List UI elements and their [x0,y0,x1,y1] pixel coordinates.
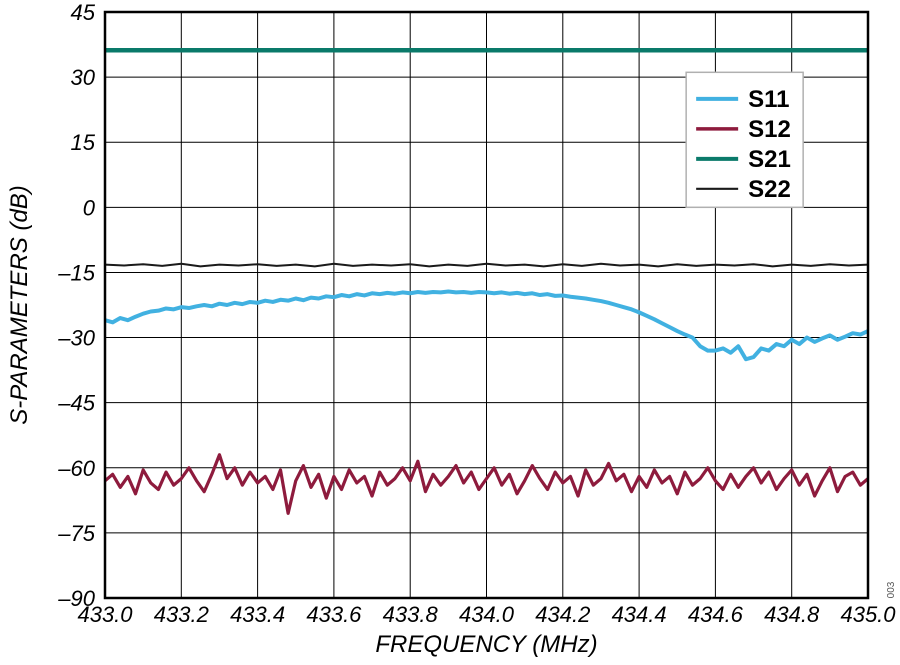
y-tick-label: –75 [57,521,95,546]
x-tick-label: 434.4 [612,602,667,627]
x-tick-label: 434.6 [688,602,744,627]
x-tick-label: 433.2 [154,602,209,627]
y-tick-label: –60 [57,456,95,481]
y-tick-label: 0 [83,195,96,220]
y-axis-title: S-PARAMETERS (dB) [6,185,33,425]
y-tick-label: 30 [71,65,96,90]
y-tick-label: 15 [71,130,96,155]
x-tick-label: 435.0 [840,602,896,627]
y-tick-label: –30 [57,326,95,351]
legend: S11 S12 S21 S22 [686,72,803,207]
x-tick-label: 433.8 [383,602,439,627]
x-tick-label: 433.6 [306,602,362,627]
y-tick-label: –15 [57,260,95,285]
legend-label-s12: S12 [748,116,791,143]
x-tick-label: 433.4 [230,602,285,627]
legend-label-s22: S22 [748,176,791,203]
x-tick-label: 434.0 [459,602,515,627]
chart-svg: 433.0433.2433.4433.6433.8434.0434.2434.4… [0,0,900,665]
y-tick-label: 45 [71,0,96,25]
legend-label-s11: S11 [748,86,789,113]
y-tick-label: –45 [57,391,95,416]
figure-sidenote: 003 [886,581,897,598]
x-axis-title: FREQUENCY (MHz) [375,631,597,658]
x-tick-label: 434.8 [764,602,820,627]
y-tick-label: –90 [57,586,95,611]
x-tick-label: 434.2 [535,602,590,627]
s-parameters-chart: 433.0433.2433.4433.6433.8434.0434.2434.4… [0,0,900,665]
legend-label-s21: S21 [748,146,791,173]
